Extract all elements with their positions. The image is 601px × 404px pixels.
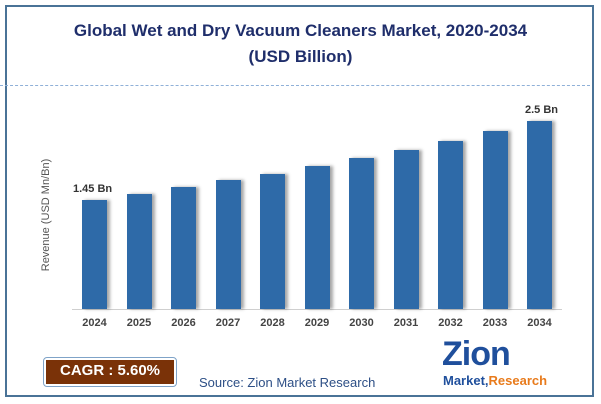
bar-2030	[349, 157, 374, 309]
bar-2033	[482, 130, 508, 309]
bar-2034	[527, 121, 552, 309]
x-tick-label: 2028	[260, 317, 285, 329]
x-tick-label: 2026	[171, 317, 196, 329]
logo-subtext: Market,Research	[443, 373, 548, 388]
cagr-badge: CAGR : 5.60%	[43, 357, 177, 387]
bar-2031	[393, 149, 419, 309]
x-tick-label: 2024	[82, 317, 107, 329]
zion-logo: Zion Market,Research	[440, 335, 550, 391]
x-tick-label: 2031	[393, 317, 419, 329]
cagr-label: CAGR : 5.60%	[46, 360, 174, 384]
chart-title: Global Wet and Dry Vacuum Cleaners Marke…	[0, 18, 601, 70]
bar-2029	[304, 166, 330, 309]
bar-2028	[260, 173, 285, 309]
x-tick-label: 2034	[527, 317, 552, 329]
data-label-2024: 1.45 Bn	[73, 182, 113, 195]
logo-main-text: Zion	[442, 335, 511, 373]
bar-2025	[126, 193, 152, 309]
x-tick-label: 2033	[482, 317, 508, 329]
x-axis-line	[72, 309, 562, 310]
x-tick-label: 2025	[126, 317, 152, 329]
bar-2027	[215, 180, 241, 309]
data-label-2034: 2.5 Bn	[525, 104, 559, 116]
bar-2026	[171, 187, 196, 309]
x-tick-label: 2027	[215, 317, 241, 329]
source-text: Source: Zion Market Research	[199, 375, 376, 390]
x-tick-label: 2029	[304, 317, 330, 329]
title-line-2: (USD Billion)	[248, 47, 353, 66]
divider-dashed	[0, 85, 590, 86]
y-axis-label: Revenue (USD Mn/Bn)	[40, 158, 52, 272]
bar-2032	[438, 140, 463, 309]
x-tick-label: 2032	[438, 317, 463, 329]
title-line-1: Global Wet and Dry Vacuum Cleaners Marke…	[73, 21, 528, 40]
x-tick-label: 2030	[349, 317, 374, 329]
bar-2024	[82, 199, 107, 309]
